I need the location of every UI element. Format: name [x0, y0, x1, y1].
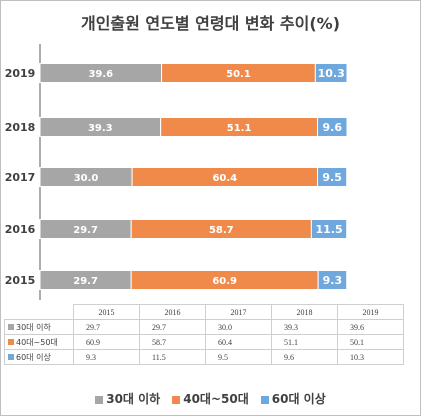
legend-key-swatch — [8, 324, 14, 330]
category-label: 2017 — [5, 171, 36, 184]
data-table: 2015 2016 2017 2018 2019 30대 이하 29.7 29.7 30.0 3… — [4, 304, 404, 365]
table-cell: 9.6 — [271, 349, 338, 365]
data-label: 58.7 — [209, 225, 234, 236]
bar-segment — [317, 117, 348, 137]
data-label: 60.4 — [212, 173, 237, 184]
legend-label: 60대 이상 — [271, 392, 326, 406]
table-row: 60대 이상 9.3 11.5 9.5 9.6 10.3 — [4, 349, 404, 365]
bar-segment — [310, 219, 348, 239]
data-label: 51.1 — [227, 123, 252, 134]
table-year-header: 2015 — [73, 304, 140, 320]
table-cell: 58.7 — [139, 334, 206, 350]
table-year-header: 2018 — [271, 304, 338, 320]
table-cell: 60.9 — [73, 334, 140, 350]
table-row-label-text: 40대~50대 — [16, 337, 58, 347]
legend-swatch — [260, 395, 269, 404]
table-cell: 39.3 — [271, 319, 338, 335]
table-cell: 29.7 — [73, 319, 140, 335]
table-cell: 51.1 — [271, 334, 338, 350]
table-row: 30대 이하 29.7 29.7 30.0 39.3 39.6 — [4, 319, 404, 335]
table-row-label: 40대~50대 — [4, 334, 74, 350]
table-cell: 50.1 — [337, 334, 404, 350]
table-cell: 9.5 — [205, 349, 272, 365]
data-label: 39.3 — [88, 123, 113, 134]
table-corner — [4, 304, 74, 320]
data-label: 9.3 — [323, 274, 343, 287]
data-label: 10.3 — [318, 67, 345, 80]
legend-item: 30대 이하 — [95, 390, 160, 407]
legend-swatch — [95, 395, 104, 404]
table-row-label: 60대 이상 — [4, 349, 74, 365]
table-year-header: 2019 — [337, 304, 404, 320]
bar-chart: 2019 39.6 50.1 10.3 2018 39.3 51.1 9.6 2017 30.0 6… — [5, 44, 348, 300]
data-label: 9.6 — [323, 121, 343, 134]
table-cell: 9.3 — [73, 349, 140, 365]
category-label: 2015 — [5, 274, 36, 287]
table-year-header: 2017 — [205, 304, 272, 320]
legend: 30대 이하 40대~50대 60대 이상 — [0, 390, 421, 407]
table-cell: 30.0 — [205, 319, 272, 335]
table-row-label-text: 60대 이상 — [16, 352, 51, 362]
table-cell: 11.5 — [139, 349, 206, 365]
table-year-header: 2016 — [139, 304, 206, 320]
table-row-label-text: 30대 이하 — [16, 322, 51, 332]
data-label: 9.5 — [322, 171, 342, 184]
table-cell: 10.3 — [337, 349, 404, 365]
data-label: 30.0 — [74, 173, 99, 184]
table-cell: 60.4 — [205, 334, 272, 350]
data-label: 60.9 — [212, 276, 237, 287]
legend-swatch — [172, 395, 181, 404]
bar-segment — [317, 270, 348, 290]
data-label: 11.5 — [315, 223, 342, 236]
data-label: 29.7 — [73, 276, 98, 287]
category-label: 2016 — [5, 223, 36, 236]
table-header-row: 2015 2016 2017 2018 2019 — [4, 304, 404, 320]
table-body: 30대 이하 29.7 29.7 30.0 39.3 39.6 40대~50대 60.9 58.… — [4, 319, 404, 365]
legend-key-swatch — [8, 354, 14, 360]
legend-key-swatch — [8, 339, 14, 345]
data-label: 50.1 — [226, 69, 251, 80]
bar-segment — [314, 63, 348, 83]
legend-item: 40대~50대 — [172, 390, 249, 407]
category-label: 2019 — [5, 67, 36, 80]
data-label: 29.7 — [73, 225, 98, 236]
table-cell: 29.7 — [139, 319, 206, 335]
data-label: 39.6 — [88, 69, 113, 80]
bar-segment — [317, 167, 348, 187]
table-cell: 39.6 — [337, 319, 404, 335]
table-row: 40대~50대 60.9 58.7 60.4 51.1 50.1 — [4, 334, 404, 350]
category-label: 2018 — [5, 121, 36, 134]
chart-title: 개인출원 연도별 연령대 변화 추이(%) — [80, 14, 341, 33]
table-row-label: 30대 이하 — [4, 319, 74, 335]
legend-label: 30대 이하 — [106, 392, 161, 406]
legend-item: 60대 이상 — [260, 390, 326, 407]
legend-label: 40대~50대 — [183, 392, 249, 406]
